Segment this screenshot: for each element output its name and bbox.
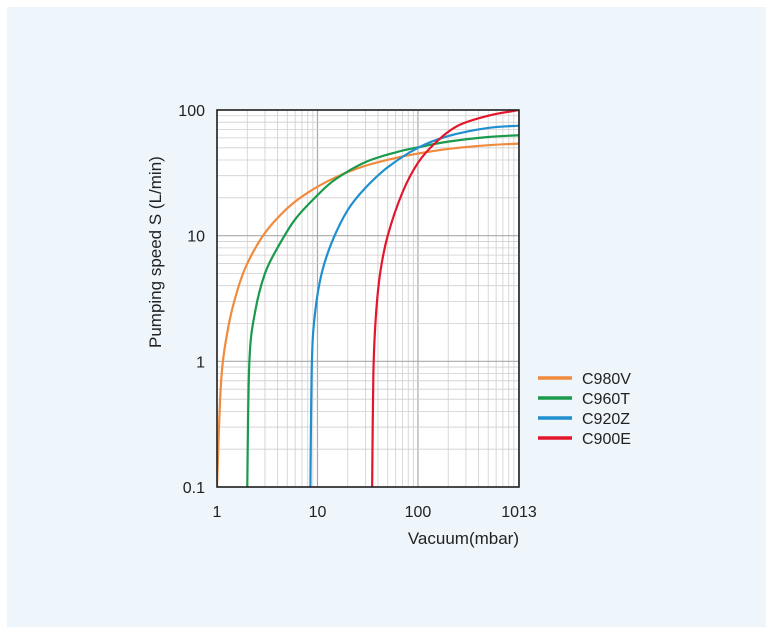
tick-labels: 1 10 100 1013 0.1 1 10 100 <box>178 103 537 521</box>
series-line-c900e <box>371 110 519 487</box>
series-line-c980v <box>217 142 519 487</box>
legend: C980V C960T C920Z C900E <box>538 371 631 448</box>
y-tick-label: 1 <box>196 354 205 371</box>
plot-background <box>217 110 519 487</box>
plot-frame <box>216 109 520 488</box>
series-line-c920z <box>309 124 519 487</box>
x-tick-label: 100 <box>405 504 432 521</box>
x-tick-label: 1 <box>213 504 222 521</box>
y-tick-label: 100 <box>178 103 205 120</box>
x-axis-title: Vacuum(mbar) <box>408 529 519 548</box>
legend-label: C980V <box>582 371 631 388</box>
x-tick-label: 1013 <box>501 504 537 521</box>
y-axis-title: Pumping speed S (L/min) <box>146 156 165 348</box>
legend-label: C920Z <box>582 411 630 428</box>
x-tick-label: 10 <box>309 504 327 521</box>
legend-label: C900E <box>582 431 631 448</box>
y-tick-label: 0.1 <box>183 480 205 497</box>
series-layer <box>217 110 519 487</box>
legend-label: C960T <box>582 391 630 408</box>
series-line-c960t <box>246 134 519 487</box>
y-tick-label: 10 <box>187 229 205 246</box>
